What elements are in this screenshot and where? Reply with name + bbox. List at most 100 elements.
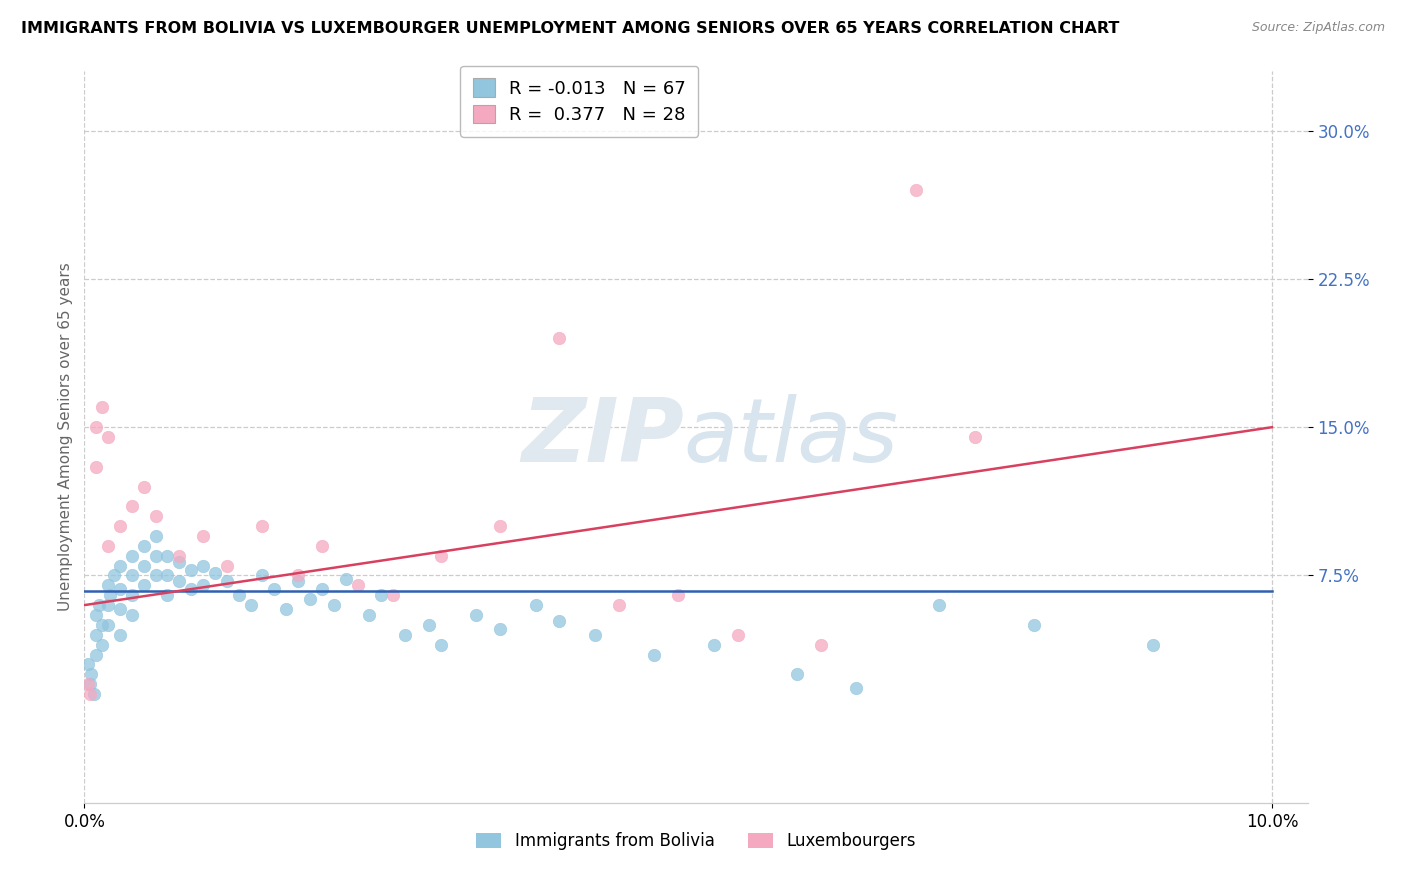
Point [121, 500, 143, 514]
Point [180, 582, 202, 597]
Point [703, 638, 725, 652]
Point [108, 519, 131, 533]
Point [370, 588, 392, 602]
Point [91, 618, 114, 632]
Point [204, 566, 226, 581]
Point [643, 648, 665, 662]
Point [108, 602, 131, 616]
Point [287, 574, 309, 589]
Point [287, 568, 309, 582]
Point [928, 598, 950, 612]
Point [346, 578, 368, 592]
Point [276, 602, 298, 616]
Legend: Immigrants from Bolivia, Luxembourgers: Immigrants from Bolivia, Luxembourgers [470, 825, 922, 856]
Y-axis label: Unemployment Among Seniors over 65 years: Unemployment Among Seniors over 65 years [58, 263, 73, 611]
Text: ZIP: ZIP [522, 393, 683, 481]
Point [84, 459, 107, 474]
Point [108, 628, 131, 642]
Point [252, 519, 274, 533]
Point [79, 687, 101, 701]
Point [465, 607, 488, 622]
Point [191, 529, 214, 543]
Point [121, 588, 143, 602]
Point [84, 628, 107, 642]
Point [963, 430, 986, 444]
Point [845, 681, 868, 695]
Point [145, 549, 167, 563]
Point [228, 588, 250, 602]
Point [727, 628, 749, 642]
Text: atlas: atlas [683, 394, 898, 480]
Point [215, 574, 238, 589]
Point [77, 657, 100, 672]
Point [263, 582, 285, 597]
Point [97, 539, 120, 553]
Point [311, 539, 333, 553]
Point [84, 420, 107, 434]
Point [97, 598, 120, 612]
Point [132, 539, 155, 553]
Point [382, 588, 405, 602]
Point [156, 568, 179, 582]
Point [298, 592, 321, 607]
Point [97, 578, 120, 592]
Point [156, 588, 179, 602]
Point [121, 549, 143, 563]
Point [548, 331, 571, 345]
Point [191, 578, 214, 592]
Point [418, 618, 440, 632]
Point [583, 628, 606, 642]
Point [87, 598, 110, 612]
Point [145, 568, 167, 582]
Point [169, 555, 191, 569]
Point [786, 667, 808, 681]
Point [108, 558, 131, 573]
Point [100, 588, 122, 602]
Point [548, 614, 571, 628]
Point [215, 558, 238, 573]
Point [84, 648, 107, 662]
Point [91, 401, 114, 415]
Point [108, 582, 131, 597]
Point [489, 519, 512, 533]
Point [1142, 638, 1164, 652]
Point [335, 573, 357, 587]
Point [79, 677, 101, 691]
Point [180, 562, 202, 576]
Point [132, 558, 155, 573]
Text: Source: ZipAtlas.com: Source: ZipAtlas.com [1251, 21, 1385, 34]
Point [132, 479, 155, 493]
Point [169, 574, 191, 589]
Point [359, 607, 381, 622]
Point [810, 638, 832, 652]
Point [77, 677, 100, 691]
Point [121, 607, 143, 622]
Point [156, 549, 179, 563]
Point [84, 607, 107, 622]
Point [904, 183, 927, 197]
Point [103, 568, 125, 582]
Point [132, 578, 155, 592]
Point [97, 430, 120, 444]
Point [489, 622, 512, 636]
Point [311, 582, 333, 597]
Point [429, 638, 451, 652]
Point [252, 568, 274, 582]
Point [121, 568, 143, 582]
Point [394, 628, 416, 642]
Point [80, 667, 103, 681]
Point [607, 598, 630, 612]
Point [322, 598, 344, 612]
Text: IMMIGRANTS FROM BOLIVIA VS LUXEMBOURGER UNEMPLOYMENT AMONG SENIORS OVER 65 YEARS: IMMIGRANTS FROM BOLIVIA VS LUXEMBOURGER … [21, 21, 1119, 36]
Point [1024, 618, 1046, 632]
Point [191, 558, 214, 573]
Point [666, 588, 689, 602]
Point [524, 598, 547, 612]
Point [239, 598, 262, 612]
Point [145, 529, 167, 543]
Point [145, 509, 167, 524]
Point [91, 638, 114, 652]
Point [169, 549, 191, 563]
Point [429, 549, 451, 563]
Point [83, 687, 105, 701]
